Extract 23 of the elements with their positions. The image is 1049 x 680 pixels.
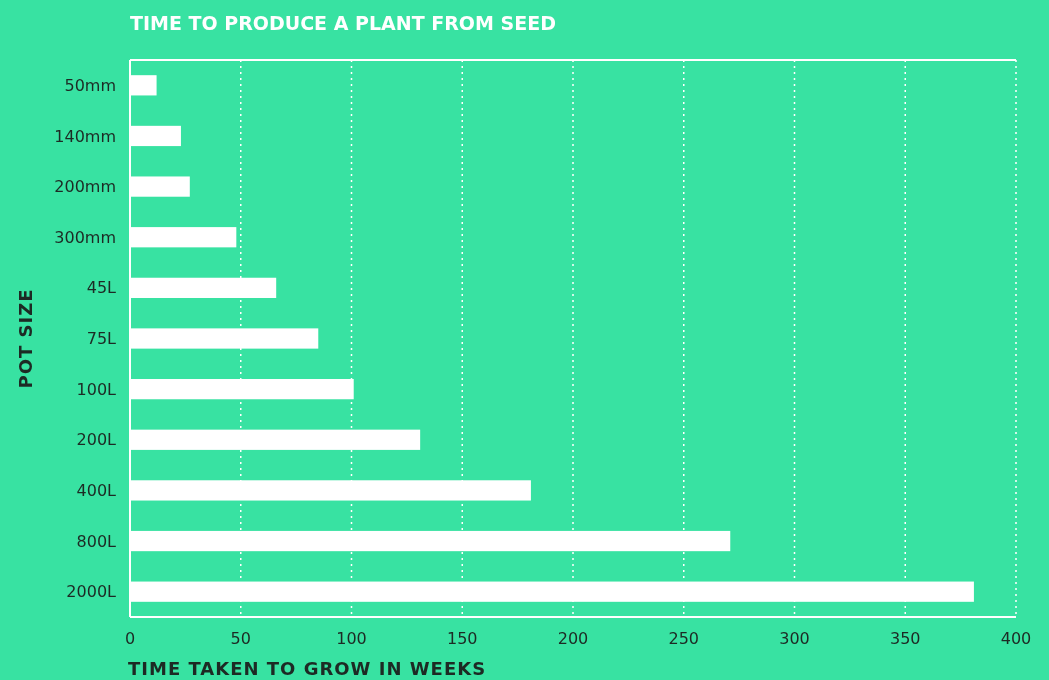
y-tick-label: 45L [86,278,117,298]
x-tick-label: 0 [124,629,136,648]
y-tick-label: 200L [76,430,117,450]
y-axis-title: POT SIZE [15,288,36,389]
x-tick-label: 150 [446,629,478,648]
x-tick-label: 350 [889,629,921,648]
x-tick-label: 200 [557,629,589,648]
x-tick-label: 400 [1000,629,1032,648]
y-tick-label: 100L [76,379,117,399]
x-tick-label: 50 [230,629,251,648]
x-tick-label: 250 [668,629,700,648]
y-tick-label: 75L [86,329,117,349]
x-tick-label: 300 [779,629,810,648]
y-tick-label: 50mm [64,75,116,95]
y-tick-label: 200mm [54,177,116,197]
y-tick-label: 800L [76,531,117,551]
y-tick-label: 400L [76,481,117,501]
x-axis-title: TIME TAKEN TO GROW IN WEEKS [128,658,487,679]
y-tick-label: 2000L [66,582,117,602]
x-tick-label: 100 [336,629,367,648]
y-tick-label: 140mm [54,126,116,146]
chart-title: TIME TO PRODUCE A PLANT FROM SEED [130,12,556,34]
y-tick-label: 300mm [54,227,116,247]
